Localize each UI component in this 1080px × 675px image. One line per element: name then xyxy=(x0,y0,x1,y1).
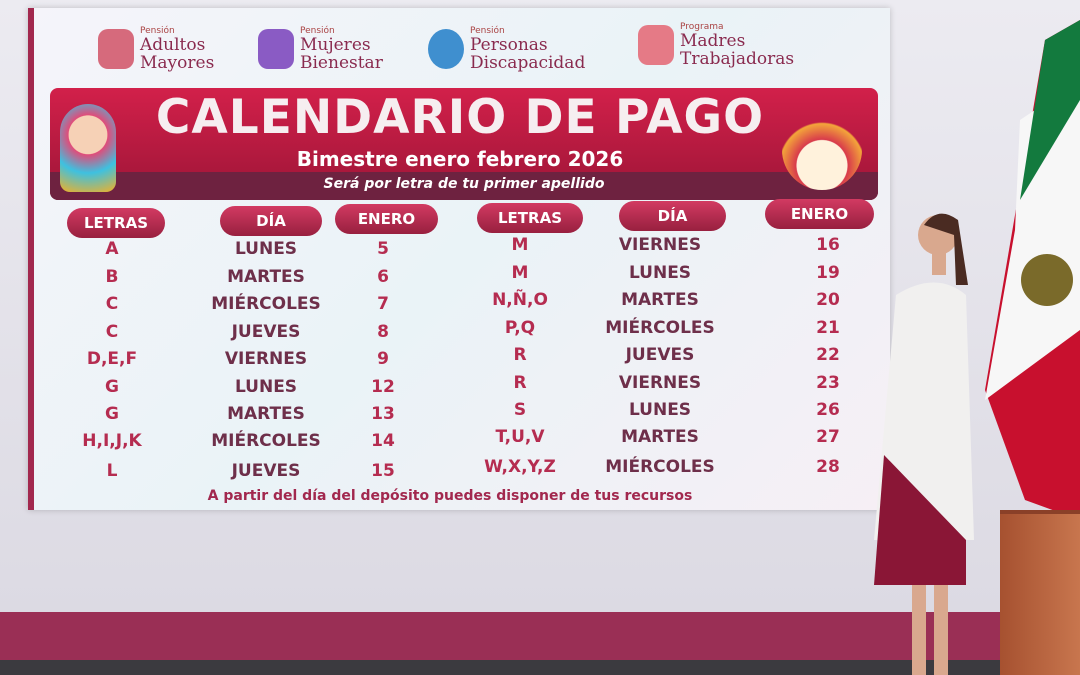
right-row-day: VIERNES xyxy=(618,235,702,255)
header-month-right: ENERO xyxy=(765,199,874,229)
presenter-person xyxy=(874,213,974,675)
left-row-letters: A xyxy=(105,239,119,259)
left-row-day: MIÉRCOLES xyxy=(211,294,321,314)
right-row-date: 23 xyxy=(816,373,840,393)
right-row-day: JUEVES xyxy=(625,345,695,365)
elderly-heart-icon xyxy=(98,29,134,69)
women-heart-icon xyxy=(258,29,294,69)
banner-note: Será por letra de tu primer apellido xyxy=(323,176,605,192)
logo-small: Pensión xyxy=(300,26,335,36)
left-row-letters: C xyxy=(105,294,119,314)
right-row-date: 19 xyxy=(816,263,840,283)
right-row-date: 22 xyxy=(816,345,840,365)
rosca-toy-illustration xyxy=(782,92,862,190)
logo-adultos-mayores: Pensión Adultos Mayores xyxy=(98,26,214,72)
logo-line1: Personas xyxy=(470,35,548,55)
right-row-day: MARTES xyxy=(621,290,699,310)
right-row-day: MIÉRCOLES xyxy=(605,318,715,338)
stage-band xyxy=(0,612,1010,662)
logo-line1: Madres xyxy=(680,31,746,51)
logo-personas-discapacidad: Pensión Personas Discapacidad xyxy=(428,26,585,72)
left-row-letters: D,E,F xyxy=(86,349,138,369)
right-row-day: VIERNES xyxy=(618,373,702,393)
left-row-date: 14 xyxy=(371,431,395,451)
mother-children-icon xyxy=(638,25,674,65)
left-row-date: 8 xyxy=(377,322,389,342)
left-row-date: 5 xyxy=(377,239,389,259)
right-row-date: 28 xyxy=(816,457,840,477)
right-row-day: LUNES xyxy=(628,263,692,283)
left-row-date: 7 xyxy=(377,294,389,314)
left-row-day: JUEVES xyxy=(231,461,301,481)
header-day-right: DÍA xyxy=(619,201,726,231)
footer-note: A partir del día del depósito puedes dis… xyxy=(207,488,693,504)
accessibility-heart-icon xyxy=(428,29,464,69)
subtitle: Bimestre enero febrero 2026 xyxy=(296,147,624,171)
logo-small: Programa xyxy=(680,22,724,32)
right-row-letters: M xyxy=(511,263,529,283)
right-row-letters: R xyxy=(513,373,527,393)
logo-line1: Mujeres xyxy=(300,35,371,55)
page-title: CALENDARIO DE PAGO xyxy=(155,90,765,145)
header-day-left: DÍA xyxy=(220,206,322,236)
coat-of-arms-icon xyxy=(1021,254,1073,306)
logo-small: Pensión xyxy=(140,26,175,36)
logo-line2: Mayores xyxy=(140,53,215,73)
logo-madres-trabajadoras: Programa Madres Trabajadoras xyxy=(638,22,794,68)
left-row-date: 9 xyxy=(377,349,389,369)
left-row-letters: G xyxy=(105,404,119,424)
left-row-day: MARTES xyxy=(227,404,305,424)
left-row-date: 15 xyxy=(371,461,395,481)
right-row-date: 16 xyxy=(816,235,840,255)
right-row-letters: P,Q xyxy=(504,318,536,338)
left-row-date: 13 xyxy=(371,404,395,424)
right-row-day: MARTES xyxy=(621,427,699,447)
logo-small: Pensión xyxy=(470,26,505,36)
left-row-date: 6 xyxy=(377,267,389,287)
left-row-day: LUNES xyxy=(234,239,298,259)
left-row-day: VIERNES xyxy=(224,349,308,369)
note-bar xyxy=(50,172,878,200)
right-row-letters: R xyxy=(513,345,527,365)
right-row-day: MIÉRCOLES xyxy=(605,457,715,477)
podium xyxy=(1000,510,1080,675)
right-row-letters: M xyxy=(511,235,529,255)
left-row-letters: G xyxy=(105,377,119,397)
logo-line1: Adultos xyxy=(140,35,206,55)
left-row-day: MARTES xyxy=(227,267,305,287)
right-row-date: 20 xyxy=(816,290,840,310)
floor xyxy=(0,660,1080,675)
doll-illustration xyxy=(60,104,116,192)
left-row-letters: B xyxy=(105,267,119,287)
logo-line2: Trabajadoras xyxy=(680,49,795,69)
right-row-date: 26 xyxy=(816,400,840,420)
header-letters-right: LETRAS xyxy=(477,203,583,233)
logo-line2: Discapacidad xyxy=(470,53,586,73)
left-row-letters: L xyxy=(106,461,118,481)
right-row-date: 21 xyxy=(816,318,840,338)
right-row-letters: W,X,Y,Z xyxy=(484,457,556,477)
mexican-flag xyxy=(985,20,1080,520)
left-row-day: LUNES xyxy=(234,377,298,397)
right-row-date: 27 xyxy=(816,427,840,447)
logo-line2: Bienestar xyxy=(300,53,383,73)
right-row-letters: T,U,V xyxy=(495,427,545,447)
left-row-letters: C xyxy=(105,322,119,342)
logo-mujeres-bienestar: Pensión Mujeres Bienestar xyxy=(258,26,383,72)
left-row-day: MIÉRCOLES xyxy=(211,431,321,451)
header-month-left: ENERO xyxy=(335,204,438,234)
right-row-letters: S xyxy=(513,400,527,420)
left-row-day: JUEVES xyxy=(231,322,301,342)
left-row-date: 12 xyxy=(371,377,395,397)
left-row-letters: H,I,J,K xyxy=(82,431,142,451)
right-row-day: LUNES xyxy=(628,400,692,420)
header-letters-left: LETRAS xyxy=(67,208,165,238)
right-row-letters: N,Ñ,O xyxy=(492,290,548,310)
